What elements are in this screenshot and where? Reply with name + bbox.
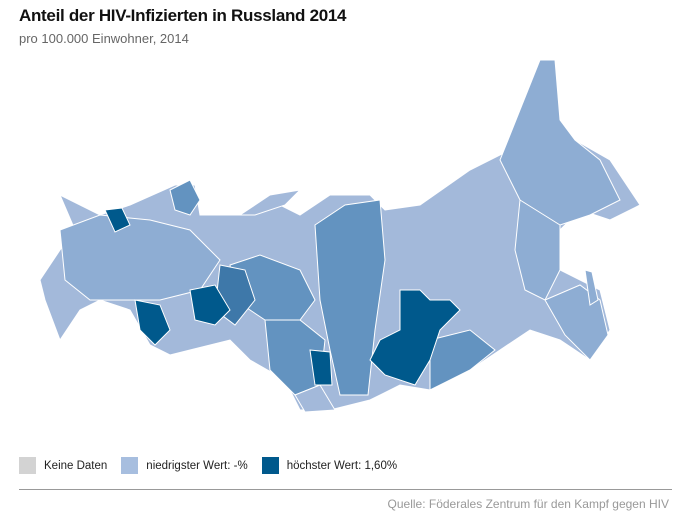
legend-swatch [121, 457, 139, 474]
legend-item-highest: höchster Wert: 1,60% [261, 457, 398, 474]
region-irkutsk[interactable] [369, 289, 461, 386]
russia-map [39, 59, 641, 413]
region-orenburg[interactable] [134, 299, 171, 346]
region-novaya-zemlya[interactable] [238, 189, 302, 216]
legend: Keine Daten niedrigster Wert: -% höchste… [19, 457, 411, 474]
source-note: Quelle: Föderales Zentrum für den Kampf … [387, 497, 669, 511]
legend-label: Keine Daten [44, 459, 108, 472]
region-sakhalin[interactable] [584, 269, 599, 306]
map-title: Anteil der HIV-Infizierten in Russland 2… [19, 6, 347, 25]
region-murmansk[interactable] [169, 179, 201, 216]
region-samara[interactable] [189, 284, 231, 326]
map-subtitle: pro 100.000 Einwohner, 2014 [19, 31, 189, 46]
region-kemerovo[interactable] [309, 349, 333, 386]
legend-label: höchster Wert: 1,60% [286, 459, 398, 472]
region-saint-petersburg[interactable] [104, 207, 131, 233]
legend-swatch [261, 457, 279, 474]
legend-swatch [19, 457, 36, 474]
legend-item-lowest: niedrigster Wert: -% [121, 457, 248, 474]
region-altai[interactable] [294, 384, 336, 413]
divider [19, 489, 672, 490]
legend-item-no-data: Keine Daten [19, 457, 107, 474]
legend-label: niedrigster Wert: -% [146, 459, 248, 472]
region-buryatia[interactable] [429, 329, 496, 391]
region-krasnoyarsk[interactable] [314, 199, 386, 396]
